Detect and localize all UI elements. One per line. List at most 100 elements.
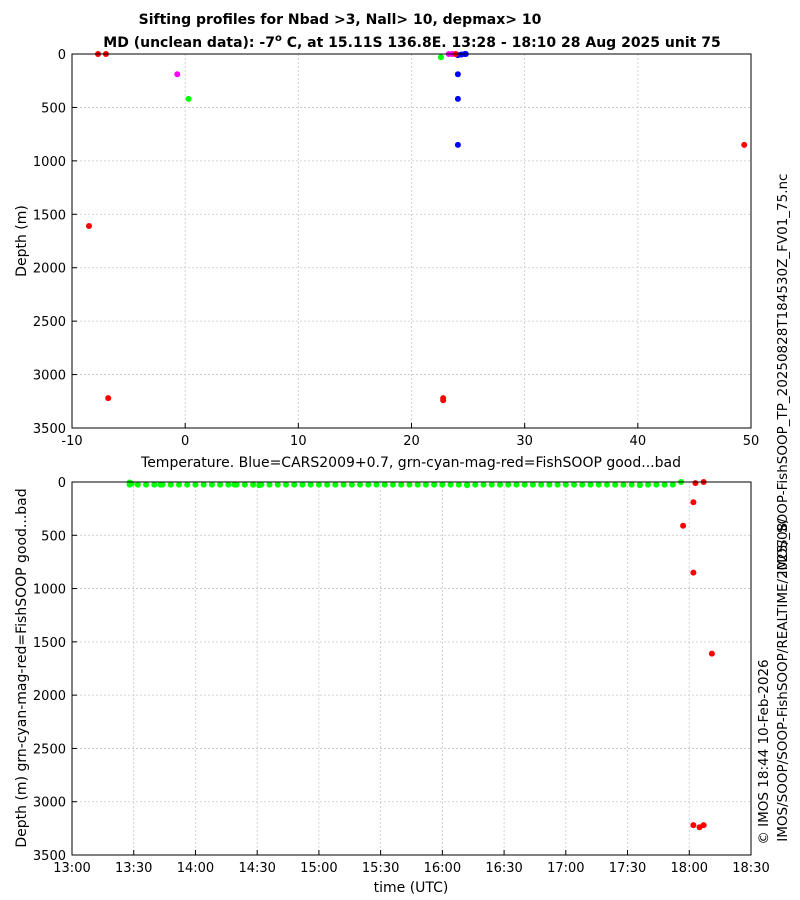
panel2-x-tick-label: 15:30 [362,861,399,876]
panel1-green-point [437,54,444,61]
panel2-green-point [231,481,238,488]
panel2-red-point [680,522,687,529]
panel2-green-point [266,481,273,488]
panel2-green-point [538,481,545,488]
panel1-x-tick-label: 0 [181,434,189,449]
panel2-green-point [661,481,668,488]
panel2-green-point [620,481,627,488]
panel2-x-tick-label: 17:00 [547,861,584,876]
panel1-magenta-point [174,71,181,78]
panel2-green-point [357,481,364,488]
panel2-green-point [406,481,413,488]
panel2-green-point [365,481,372,488]
side-path-text: IMOS/SOOP/SOOP-FishSOOP/REALTIME/2025/08… [775,518,791,842]
panel2-green-point [184,481,191,488]
panel1-red-point [440,397,447,404]
panel2-x-tick-label: 16:30 [485,861,522,876]
panel2-green-point [414,481,421,488]
panel2-green-point [579,481,586,488]
panel2-green-point [636,482,643,489]
panel2-green-point [128,480,135,487]
panel2-axes-frame [71,481,752,856]
panel2-green-point [455,481,462,488]
panel2-x-tick-label: 13:00 [53,861,90,876]
panel2-green-point [603,481,610,488]
panel1-y-tick-label: 3500 [33,422,66,437]
panel2-red-point [700,822,707,829]
panel2-green-point [447,481,454,488]
panel1-y-tick-label: 1000 [33,155,66,170]
panel2-green-point [472,481,479,488]
panel2-green-point [143,481,150,488]
panel1-x-tick-label: 20 [403,434,420,449]
panel1-y-tick-label: 1500 [33,208,66,223]
figure-title-line1: Sifting profiles for Nbad >3, Nall> 10, … [139,12,542,28]
panel2-green-point [612,481,619,488]
panel1-plot-area [72,54,751,428]
panel2-green-point [464,482,471,489]
panel2-green-point [167,481,174,488]
panel1-y-tick-label: 2000 [33,262,66,277]
panel2-green-point [274,481,281,488]
panel1-y-axis-label: Depth (m) [14,205,30,277]
panel2-green-point [653,481,660,488]
panel2-green-point [208,481,215,488]
panel1-y-tick-label: 0 [58,48,66,63]
panel2-green-point [398,481,405,488]
panel1-x-tick-label: 10 [290,434,307,449]
panel1-blue-point [454,71,461,78]
panel2-red-point [708,650,715,657]
panel2-green-point [669,481,676,488]
panel2-green-point [546,481,553,488]
panel2-y-tick-label: 2500 [33,742,66,757]
panel2-green-point [282,481,289,488]
panel1-x-tick-label: 30 [516,434,533,449]
panel2-y-tick-label: 1500 [33,636,66,651]
panel2-green-point [521,481,528,488]
panel2-green-point [645,481,652,488]
panel1-y-tick-label: 2500 [33,315,66,330]
panel2-green-point [175,481,182,488]
figure-title-line2: MD (unclean data): -7o C, at 15.11S 136.… [103,33,720,51]
panel2-green-point [628,481,635,488]
panel2-green-point [480,481,487,488]
panel2-green-point [562,481,569,488]
panel2-green-point [151,481,158,488]
panel2-y-tick-label: 2000 [33,689,66,704]
panel2-red-point [692,480,699,487]
panel2-y-tick-label: 3000 [33,796,66,811]
panel2-green-point [422,481,429,488]
panel1-y-tick-label: 500 [41,101,66,116]
panel1-x-tick-label: 40 [630,434,647,449]
panel2-green-point [554,481,561,488]
panel2-green-point [348,481,355,488]
panel1-red-point [741,141,748,148]
panel2-green-point [324,481,331,488]
panel2-x-tick-label: 15:00 [300,861,337,876]
panel2-green-point [595,481,602,488]
panel2-y-tick-label: 1000 [33,583,66,598]
panel2-green-point [373,481,380,488]
panel2-x-tick-label: 14:30 [238,861,275,876]
panel1-x-tick-label: 50 [743,434,760,449]
panel2-x-tick-label: 14:00 [177,861,214,876]
panel2-x-tick-label: 17:30 [609,861,646,876]
panel2-green-point [332,481,339,488]
panel1-red-point [85,223,92,230]
panel2-red-point [690,499,697,506]
panel2-x-axis-label: time (UTC) [374,880,449,896]
panel2-green-point [157,481,164,488]
panel2-green-point [488,481,495,488]
panel2-y-axis-label: Depth (m) grn-cyan-mag-red=FishSOOP good… [14,488,30,847]
panel2-green-point [225,481,232,488]
panel2-plot-area [72,482,751,855]
time-depth-panel: 13:00 13:30 14:00 14:30 15:00 15:30 16:00 16:30… [33,476,770,876]
panel2-red-point [690,822,697,829]
panel2-green-point [315,481,322,488]
panel2-green-point [134,481,141,488]
panel2-x-tick-label: 16:00 [424,861,461,876]
panel2-y-tick-label: 0 [58,476,66,491]
side-filename-text: IMOS_SOOP-FishSOOP_TP_20250828T184530Z_F… [775,174,791,575]
panel1-blue-point [454,95,461,102]
